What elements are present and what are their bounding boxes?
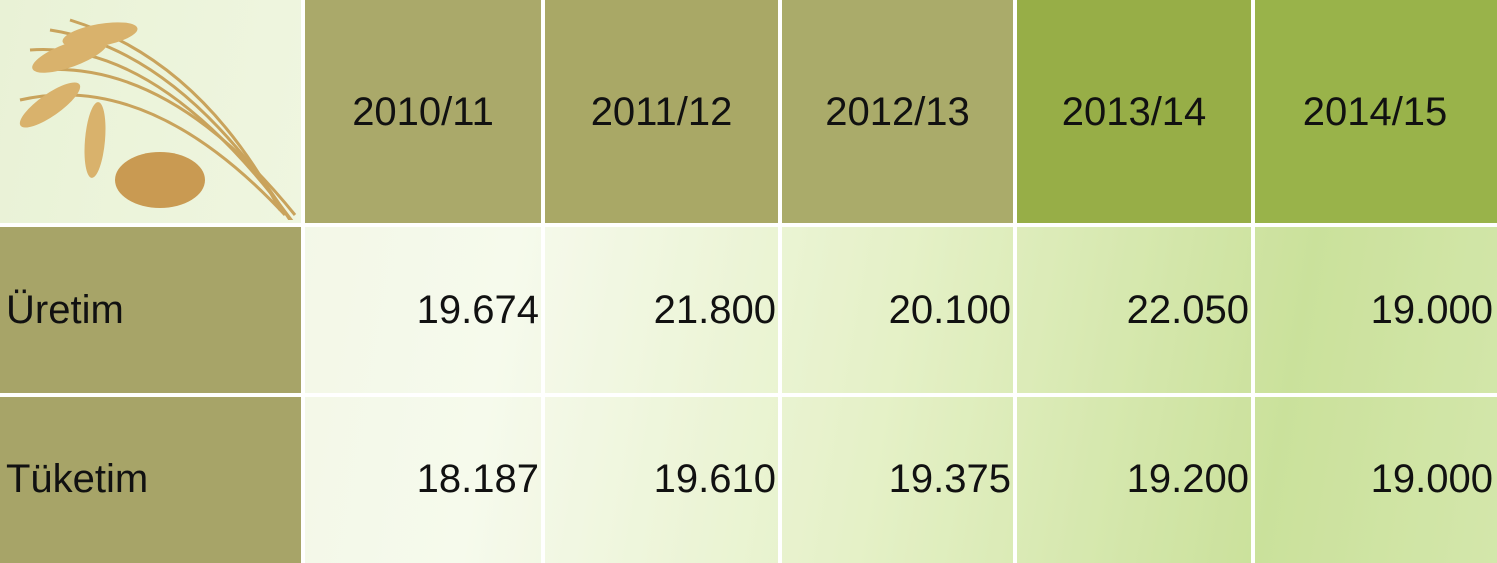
grid-line	[301, 0, 305, 563]
slide: 2010/112011/122012/132013/142014/15 Üreti…	[0, 0, 1497, 563]
row-label: Üretim	[0, 225, 303, 395]
value-cell: 19.000	[1253, 225, 1497, 395]
value-cell: 18.187	[303, 395, 543, 563]
header-cell: 2011/12	[543, 0, 780, 225]
grid-line	[1251, 0, 1255, 563]
value-cell: 20.100	[780, 225, 1015, 395]
grid-line	[778, 0, 782, 563]
row-label: Tüketim	[0, 395, 303, 563]
value-cell: 19.200	[1015, 395, 1253, 563]
value-cell: 19.000	[1253, 395, 1497, 563]
header-cell: 2013/14	[1015, 0, 1253, 225]
header-cell: 2012/13	[780, 0, 1015, 225]
value-cell: 19.375	[780, 395, 1015, 563]
value-cell: 22.050	[1015, 225, 1253, 395]
grid-line	[0, 393, 1497, 397]
value-cell: 19.610	[543, 395, 780, 563]
grid-line	[1013, 0, 1017, 563]
grid-line	[0, 223, 1497, 227]
value-cell: 21.800	[543, 225, 780, 395]
value-cell: 19.674	[303, 225, 543, 395]
header-cell: 2010/11	[303, 0, 543, 225]
grid-line	[541, 0, 545, 563]
wheat-image	[10, 10, 300, 220]
header-cell: 2014/15	[1253, 0, 1497, 225]
